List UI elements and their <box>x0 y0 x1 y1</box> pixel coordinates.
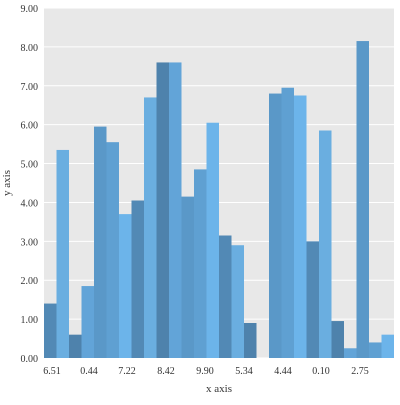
bar <box>219 235 232 358</box>
y-axis-label: y axis <box>1 170 13 196</box>
x-tick-label: 6.51 <box>43 366 61 377</box>
bar <box>306 241 319 358</box>
y-tick-label: 9.00 <box>21 4 39 15</box>
y-tick-label: 4.00 <box>21 198 39 209</box>
x-tick-label: 4.44 <box>274 366 292 377</box>
bar <box>119 214 132 358</box>
x-tick-label: 5.34 <box>235 366 253 377</box>
bar <box>81 286 94 358</box>
y-tick-labels: 0.00 1.00 2.00 3.00 4.00 5.00 6.00 7.00 8.00 9.00 <box>21 4 39 365</box>
y-tick-label: 0.00 <box>21 354 39 365</box>
bar <box>369 342 382 358</box>
y-tick-label: 3.00 <box>21 237 39 248</box>
bar <box>281 87 294 358</box>
y-tick-label: 6.00 <box>21 121 39 132</box>
bar <box>381 334 394 358</box>
y-tick-label: 8.00 <box>21 43 39 54</box>
y-tick-label: 7.00 <box>21 82 39 93</box>
x-tick-label: 7.22 <box>118 366 136 377</box>
bar <box>331 321 344 358</box>
bar <box>44 303 57 358</box>
x-tick-label: 2.75 <box>351 366 369 377</box>
bar <box>94 126 107 358</box>
bar <box>294 95 307 358</box>
bar <box>206 122 219 358</box>
y-tick-label: 1.00 <box>21 315 39 326</box>
bar <box>169 62 182 358</box>
bar <box>131 200 144 358</box>
bar <box>144 97 157 358</box>
bar <box>194 169 207 358</box>
x-axis-label: x axis <box>206 383 232 395</box>
x-tick-labels: 6.51 0.44 7.22 8.42 9.90 5.34 4.44 0.10 2.75 <box>43 366 369 377</box>
bar <box>69 334 82 358</box>
bar <box>319 130 332 358</box>
bar <box>244 323 257 358</box>
bars <box>44 41 394 359</box>
x-tick-label: 0.44 <box>80 366 98 377</box>
bar <box>106 142 119 358</box>
bar <box>156 62 169 358</box>
bar <box>356 41 369 359</box>
bar <box>181 196 194 358</box>
x-tick-label: 8.42 <box>157 366 175 377</box>
bar <box>231 245 244 358</box>
bar <box>344 348 357 358</box>
x-tick-label: 9.90 <box>196 366 214 377</box>
bar <box>56 149 69 358</box>
bar <box>269 93 282 359</box>
y-tick-label: 2.00 <box>21 276 39 287</box>
x-tick-label: 0.10 <box>312 366 330 377</box>
y-tick-label: 5.00 <box>21 160 39 171</box>
